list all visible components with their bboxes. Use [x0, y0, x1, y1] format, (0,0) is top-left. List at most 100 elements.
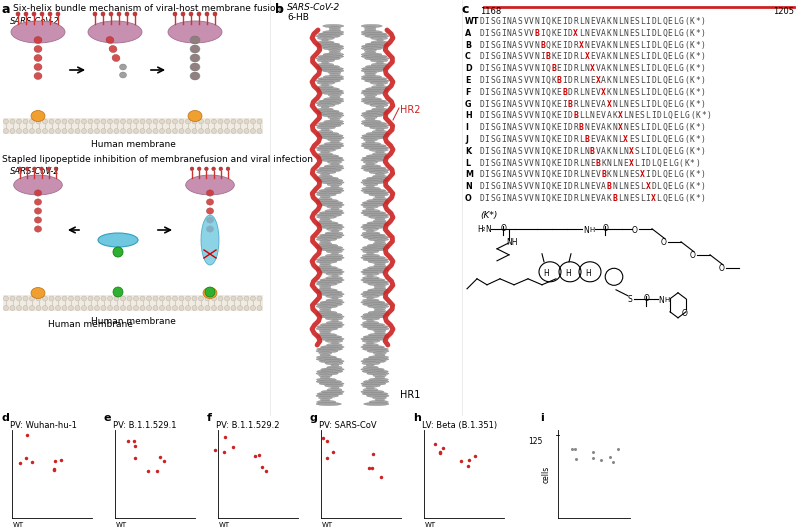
Ellipse shape: [321, 173, 330, 176]
Text: V: V: [523, 171, 528, 179]
Ellipse shape: [213, 12, 217, 16]
Ellipse shape: [319, 166, 344, 170]
Ellipse shape: [368, 311, 389, 314]
Ellipse shape: [179, 296, 184, 301]
Ellipse shape: [146, 305, 151, 311]
Ellipse shape: [316, 177, 338, 180]
Ellipse shape: [320, 256, 344, 259]
Ellipse shape: [318, 130, 333, 134]
Ellipse shape: [179, 305, 184, 311]
Text: E: E: [668, 17, 673, 26]
Text: V: V: [595, 171, 601, 179]
Text: I: I: [646, 41, 650, 50]
Text: D: D: [479, 111, 484, 120]
Ellipse shape: [198, 305, 203, 311]
Ellipse shape: [107, 305, 113, 311]
Text: N: N: [506, 123, 512, 132]
Ellipse shape: [331, 229, 338, 233]
Text: N: N: [606, 158, 611, 167]
Text: K: K: [606, 194, 611, 203]
Ellipse shape: [316, 236, 342, 239]
Ellipse shape: [376, 105, 384, 109]
Ellipse shape: [325, 384, 343, 387]
Ellipse shape: [317, 392, 343, 395]
Text: S: S: [634, 135, 639, 144]
Ellipse shape: [364, 402, 389, 405]
Ellipse shape: [362, 227, 378, 231]
Text: X: X: [601, 88, 606, 97]
Text: I: I: [501, 76, 506, 85]
Ellipse shape: [107, 128, 113, 134]
Ellipse shape: [231, 296, 236, 301]
Text: I: I: [485, 41, 490, 50]
Text: N: N: [612, 17, 617, 26]
Text: O: O: [603, 224, 609, 233]
Ellipse shape: [331, 207, 339, 210]
Text: I: I: [485, 88, 490, 97]
Ellipse shape: [317, 81, 335, 85]
Ellipse shape: [125, 12, 129, 16]
Ellipse shape: [75, 128, 80, 134]
Ellipse shape: [366, 110, 389, 113]
Ellipse shape: [365, 43, 389, 46]
Text: E: E: [557, 147, 562, 156]
Ellipse shape: [361, 293, 385, 296]
Ellipse shape: [17, 305, 22, 311]
Text: N: N: [612, 29, 617, 38]
Text: A: A: [512, 41, 517, 50]
Ellipse shape: [114, 119, 119, 124]
Ellipse shape: [370, 81, 388, 85]
Ellipse shape: [127, 296, 132, 301]
Ellipse shape: [374, 309, 386, 312]
Ellipse shape: [366, 386, 374, 390]
Ellipse shape: [30, 128, 34, 134]
Ellipse shape: [365, 80, 389, 83]
Text: S: S: [640, 111, 645, 120]
Text: L: L: [657, 88, 662, 97]
Text: 2: 2: [482, 227, 486, 232]
Ellipse shape: [316, 65, 340, 68]
Ellipse shape: [316, 124, 341, 127]
Ellipse shape: [319, 242, 331, 245]
Ellipse shape: [316, 335, 342, 339]
Text: N: N: [506, 147, 512, 156]
Text: N: N: [534, 194, 539, 203]
Ellipse shape: [190, 54, 200, 62]
Ellipse shape: [317, 193, 336, 196]
Text: I: I: [501, 100, 506, 109]
Ellipse shape: [364, 102, 389, 105]
Text: L: L: [678, 111, 684, 120]
Ellipse shape: [3, 296, 9, 301]
Text: Q: Q: [662, 64, 667, 73]
Ellipse shape: [361, 270, 385, 273]
Ellipse shape: [327, 183, 342, 186]
Text: A: A: [512, 111, 517, 120]
Text: E: E: [662, 158, 667, 167]
Ellipse shape: [257, 128, 262, 134]
Text: K: K: [612, 111, 617, 120]
Ellipse shape: [109, 12, 113, 16]
Ellipse shape: [363, 258, 389, 261]
Ellipse shape: [88, 128, 93, 134]
Text: D: D: [568, 194, 573, 203]
Ellipse shape: [322, 39, 328, 42]
Ellipse shape: [371, 85, 387, 89]
Text: G: G: [496, 29, 501, 38]
Text: R: R: [574, 100, 578, 109]
Text: L: L: [579, 52, 584, 61]
Text: I: I: [562, 100, 567, 109]
Ellipse shape: [62, 305, 67, 311]
Text: G: G: [496, 123, 501, 132]
Ellipse shape: [370, 104, 388, 107]
Text: N: N: [623, 76, 628, 85]
Text: N: N: [465, 182, 472, 191]
Text: D: D: [465, 64, 472, 73]
Ellipse shape: [190, 167, 194, 171]
Text: L: L: [657, 41, 662, 50]
Text: R: R: [574, 52, 578, 61]
Text: D: D: [568, 135, 573, 144]
Text: E: E: [629, 64, 634, 73]
Ellipse shape: [316, 132, 339, 135]
Text: K: K: [601, 158, 606, 167]
Ellipse shape: [362, 361, 380, 365]
